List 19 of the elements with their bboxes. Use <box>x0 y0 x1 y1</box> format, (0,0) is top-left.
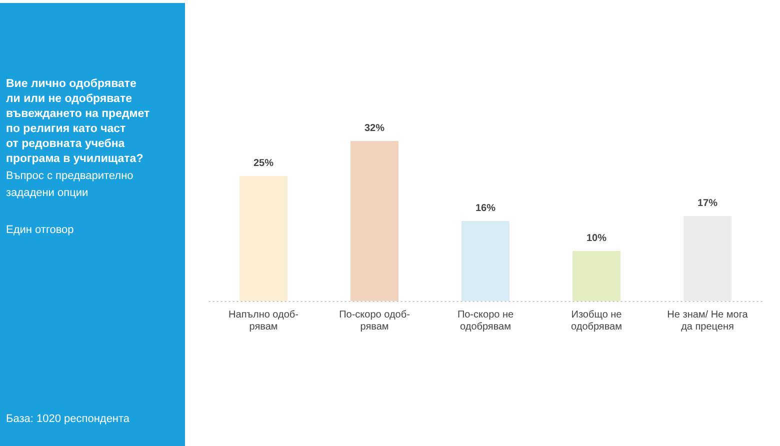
text: Вие лично одобрявате ли или не одобрявате въвеждането на предмет по религия като част от редовната учебна програма в училищата? <box>6 78 150 165</box>
data-label: 16% <box>475 203 496 214</box>
data-label: 17% <box>697 198 718 209</box>
data-label: 32% <box>364 123 385 134</box>
data-label: 25% <box>253 158 274 169</box>
data-label: 10% <box>586 233 607 244</box>
bar <box>684 216 732 301</box>
text: Един отговор <box>6 224 74 236</box>
x-tick-label: Не знам/ Не мога да преценя <box>667 310 748 332</box>
bar <box>462 221 510 301</box>
x-tick-label: По-скоро одоб- рявам <box>339 310 410 332</box>
bar <box>240 176 288 301</box>
text: Въпрос с предварително зададени опции <box>6 170 134 199</box>
text: База: 1020 респондента <box>6 413 130 425</box>
x-tick-label: Изобщо не одобрявам <box>571 310 622 332</box>
x-tick-label: По-скоро не одобрявам <box>457 310 514 332</box>
x-tick-label: Напълно одоб- рявам <box>228 310 298 332</box>
bar <box>350 141 398 301</box>
bar <box>572 251 620 301</box>
